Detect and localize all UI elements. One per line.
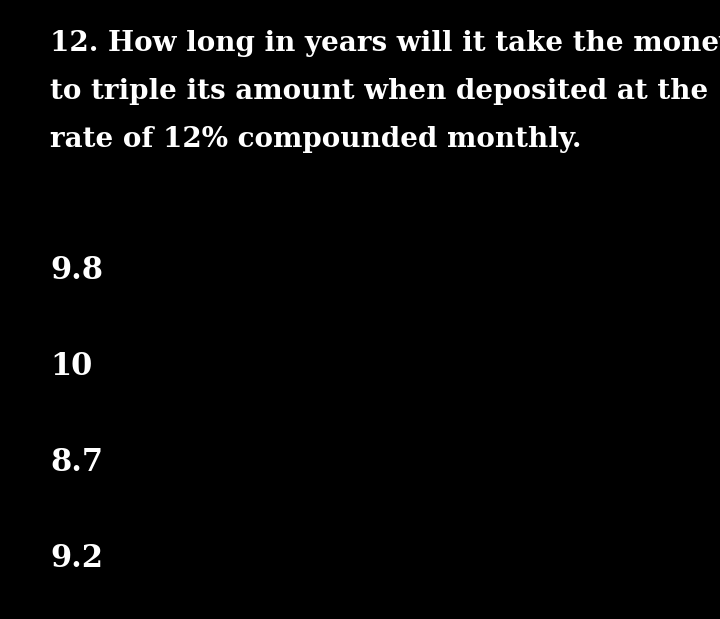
- Text: 9.2: 9.2: [50, 543, 103, 574]
- Text: rate of 12% compounded monthly.: rate of 12% compounded monthly.: [50, 126, 582, 153]
- Text: 12. How long in years will it take the money: 12. How long in years will it take the m…: [50, 30, 720, 57]
- Text: to triple its amount when deposited at the: to triple its amount when deposited at t…: [50, 78, 708, 105]
- Text: 9.8: 9.8: [50, 255, 103, 286]
- Text: 8.7: 8.7: [50, 447, 103, 478]
- Text: 10: 10: [50, 351, 92, 382]
